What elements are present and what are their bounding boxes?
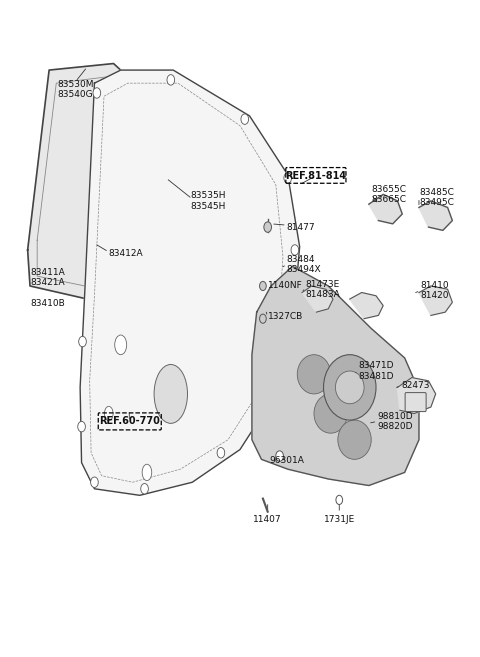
Ellipse shape [105,406,113,420]
Ellipse shape [154,365,188,423]
Text: 83484
83494X: 83484 83494X [287,255,322,274]
Text: 96301A: 96301A [269,456,304,465]
Ellipse shape [297,355,331,394]
Circle shape [291,245,299,255]
Polygon shape [252,266,419,486]
Ellipse shape [336,371,364,404]
Circle shape [260,281,266,290]
Ellipse shape [338,420,371,459]
Circle shape [241,114,249,124]
Text: 82473: 82473 [401,381,430,390]
Text: 83471D
83481D: 83471D 83481D [359,361,394,380]
Text: 83412A: 83412A [109,249,144,258]
Polygon shape [397,378,436,413]
Circle shape [264,222,272,233]
Text: REF.60-770: REF.60-770 [99,417,160,426]
FancyBboxPatch shape [405,393,426,411]
Circle shape [91,477,98,487]
Circle shape [276,451,283,461]
Text: 98810D
98820D: 98810D 98820D [377,412,413,431]
Text: 81473E
81483A: 81473E 81483A [306,279,341,299]
Polygon shape [302,286,333,312]
Polygon shape [369,194,402,224]
Text: 83410B: 83410B [30,299,65,308]
Circle shape [217,447,225,458]
Circle shape [141,484,148,494]
Circle shape [167,75,175,85]
Circle shape [284,173,291,183]
Circle shape [281,323,289,334]
Circle shape [336,495,343,505]
Ellipse shape [324,355,376,420]
Ellipse shape [314,394,348,433]
Polygon shape [350,292,383,319]
Text: 1731JE: 1731JE [324,515,355,524]
Polygon shape [419,286,452,315]
Circle shape [260,314,266,323]
Text: 1140NF: 1140NF [268,281,302,290]
Polygon shape [419,201,452,231]
Circle shape [78,421,85,432]
Polygon shape [142,74,166,227]
Polygon shape [80,70,300,495]
Text: 83535H
83545H: 83535H 83545H [190,191,226,211]
Circle shape [93,88,101,98]
Circle shape [79,336,86,347]
Text: 81410
81420: 81410 81420 [420,281,449,300]
Text: 83530M
83540G: 83530M 83540G [57,80,94,99]
Ellipse shape [115,335,127,355]
Text: 83485C
83495C: 83485C 83495C [419,188,454,208]
Text: 11407: 11407 [253,515,282,524]
Text: 83411A
83421A: 83411A 83421A [30,268,65,287]
Text: 81477: 81477 [287,223,315,232]
Text: 1327CB: 1327CB [268,312,303,321]
Text: 83655C
83665C: 83655C 83665C [371,185,406,204]
Ellipse shape [142,464,152,481]
Text: REF.81-814: REF.81-814 [285,171,346,181]
Polygon shape [28,64,128,299]
